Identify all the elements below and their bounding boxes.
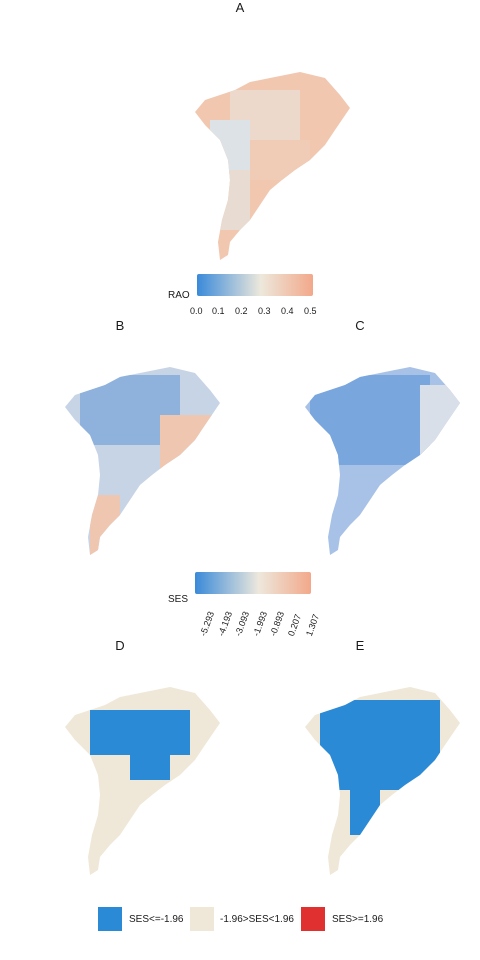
- legend-label-mid: -1.96>SES<1.96: [220, 914, 294, 925]
- panel-label-b: B: [115, 318, 125, 333]
- legend-label-high: SES>=1.96: [332, 914, 384, 925]
- map-c: [305, 367, 460, 555]
- legend-swatch-low: [98, 907, 122, 931]
- map-e: [305, 687, 460, 875]
- legend-rao-title: RAO: [168, 290, 190, 301]
- rao-tick-3: 0.3: [258, 306, 271, 316]
- legend-swatch-mid: [190, 907, 214, 931]
- legend-ses-title: SES: [168, 594, 189, 605]
- panel-label-a: A: [235, 0, 245, 15]
- land-d: [65, 687, 220, 875]
- panel-label-d: D: [115, 638, 125, 653]
- legend-swatch-high: [301, 907, 325, 931]
- rao-tick-1: 0.1: [212, 306, 225, 316]
- land-a: [195, 72, 350, 260]
- land-e: [305, 687, 460, 875]
- panel-label-e: E: [355, 638, 365, 653]
- legend-rao-bar: [197, 274, 313, 296]
- map-b: [65, 367, 220, 555]
- legend-ses-bar: [195, 572, 311, 594]
- map-d: [65, 687, 220, 875]
- rao-tick-5: 0.5: [304, 306, 317, 316]
- map-a: [195, 72, 350, 260]
- land-b: [65, 367, 220, 555]
- rao-tick-0: 0.0: [190, 306, 203, 316]
- ses-tick-0: -5.293: [198, 610, 217, 638]
- rao-tick-2: 0.2: [235, 306, 248, 316]
- land-c: [305, 367, 460, 555]
- ses-red-cell: [180, 785, 183, 788]
- ses-tick-4: -0.893: [268, 610, 287, 638]
- panel-label-c: C: [355, 318, 365, 333]
- rao-tick-4: 0.4: [281, 306, 294, 316]
- ses-tick-6: 1.307: [304, 612, 322, 638]
- ses-tick-1: -4.193: [216, 610, 235, 638]
- ses-tick-2: -3.093: [233, 610, 252, 638]
- ses-tick-3: -1.993: [251, 610, 270, 638]
- ses-tick-5: 0.207: [286, 612, 304, 638]
- legend-label-low: SES<=-1.96: [129, 914, 184, 925]
